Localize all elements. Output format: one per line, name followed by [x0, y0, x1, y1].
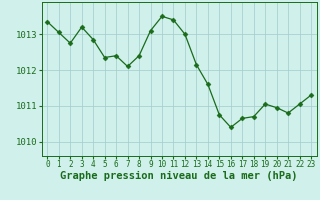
X-axis label: Graphe pression niveau de la mer (hPa): Graphe pression niveau de la mer (hPa) — [60, 171, 298, 181]
